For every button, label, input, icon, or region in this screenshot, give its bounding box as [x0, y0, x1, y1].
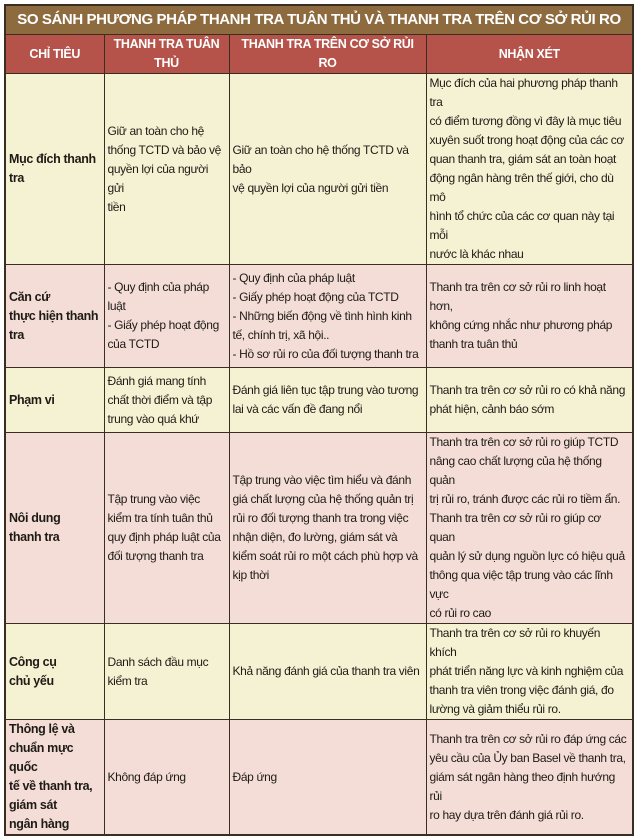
compliance-cell: Giữ an toàn cho hệ thống TCTD và bảo vệ …: [103, 73, 230, 265]
header-compliance: THANH TRA TUÂN THỦ: [103, 35, 230, 74]
table-row: Căn cứ thực hiện thanh tra - Quy định củ…: [6, 264, 632, 368]
criterion-cell: Công cụ chủ yếu: [6, 623, 105, 720]
header-row: CHỈ TIÊU THANH TRA TUÂN THỦ THANH TRA TR…: [6, 35, 632, 74]
compliance-cell: Danh sách đầu mục kiểm tra: [103, 623, 230, 720]
risk-based-cell: Giữ an toàn cho hệ thống TCTD và bảo vệ …: [228, 73, 427, 265]
comparison-table-container: SO SÁNH PHƯƠNG PHÁP THANH TRA TUÂN THỦ V…: [4, 4, 634, 836]
table-row: Phạm vi Đánh giá mang tính chất thời điể…: [6, 367, 632, 433]
compliance-cell: Không đáp ứng: [103, 719, 230, 834]
criterion-cell: Thông lệ và chuẩn mực quốc tế về thanh t…: [6, 719, 105, 834]
risk-based-cell: Đánh giá liên tục tập trung vào tương la…: [228, 367, 427, 433]
comment-cell: Thanh tra trên cơ sở rủi ro khuyến khích…: [425, 623, 632, 720]
comment-cell: Mục đích của hai phương pháp thanh tra c…: [425, 73, 632, 265]
risk-based-cell: Tập trung vào việc tìm hiểu và đánh giá …: [228, 432, 427, 624]
criterion-cell: Căn cứ thực hiện thanh tra: [6, 264, 105, 368]
table-row: Công cụ chủ yếu Danh sách đầu mục kiểm t…: [6, 623, 632, 720]
comparison-table: CHỈ TIÊU THANH TRA TUÂN THỦ THANH TRA TR…: [6, 35, 632, 834]
risk-based-cell: Khả năng đánh giá của thanh tra viên: [228, 623, 427, 720]
criterion-cell: Phạm vi: [6, 367, 105, 433]
header-comment: NHẬN XÉT: [425, 35, 632, 74]
table-title: SO SÁNH PHƯƠNG PHÁP THANH TRA TUÂN THỦ V…: [6, 6, 632, 35]
compliance-cell: Tập trung vào việc kiểm tra tính tuân th…: [103, 432, 230, 624]
header-risk-based: THANH TRA TRÊN CƠ SỞ RỦI RO: [228, 35, 427, 74]
comment-cell: Thanh tra trên cơ sở rủi ro giúp TCTD nâ…: [425, 432, 632, 624]
comment-cell: Thanh tra trên cơ sở rủi ro có khả năng …: [425, 367, 632, 433]
risk-based-cell: Đáp ứng: [228, 719, 427, 834]
header-criterion: CHỈ TIÊU: [6, 35, 105, 74]
table-row: Thông lệ và chuẩn mực quốc tế về thanh t…: [6, 719, 632, 834]
compliance-cell: - Quy định của pháp luật - Giấy phép hoạ…: [103, 264, 230, 368]
table-row: Nôi dung thanh tra Tập trung vào việc ki…: [6, 432, 632, 624]
criterion-cell: Mục đích thanh tra: [6, 73, 105, 265]
risk-based-cell: - Quy định của pháp luật - Giấy phép hoạ…: [228, 264, 427, 368]
criterion-cell: Nôi dung thanh tra: [6, 432, 105, 624]
comment-cell: Thanh tra trên cơ sở rủi ro linh hoạt hơ…: [425, 264, 632, 368]
table-row: Mục đích thanh tra Giữ an toàn cho hệ th…: [6, 73, 632, 265]
compliance-cell: Đánh giá mang tính chất thời điểm và tập…: [103, 367, 230, 433]
comment-cell: Thanh tra trên cơ sở rủi ro đáp ứng các …: [425, 719, 632, 834]
